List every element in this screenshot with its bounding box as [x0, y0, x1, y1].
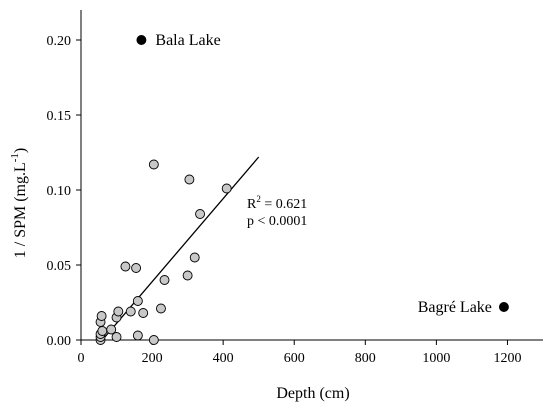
labels: Depth (cm) 1 / SPM (mg.L-1) R2 = 0.621 p… — [9, 148, 350, 402]
points: Bala Lake Bagré Lake — [95, 32, 509, 345]
outlier-point — [498, 302, 509, 312]
x-tick-label: 200 — [142, 351, 163, 366]
data-point — [132, 296, 143, 306]
data-point — [131, 263, 142, 273]
y-tick-label: 0.15 — [47, 109, 72, 124]
y-axis-label: 1 / SPM (mg.L-1) — [9, 148, 29, 259]
axes — [80, 10, 543, 341]
x-tick-label: 1200 — [493, 351, 521, 366]
data-point — [221, 183, 232, 194]
data-point — [113, 306, 124, 317]
data-point — [138, 308, 149, 318]
regression-line-group — [101, 156, 260, 341]
data-point — [106, 324, 117, 335]
y-axis-label-superscript: -1 — [9, 153, 21, 162]
point-label: Bala Lake — [155, 32, 220, 49]
x-tick-label: 800 — [355, 351, 376, 366]
y-axis-label-suffix: ) — [12, 148, 29, 153]
data-point — [195, 209, 206, 219]
x-tick-label: 600 — [284, 351, 305, 366]
y-tick-label: 0.00 — [47, 334, 72, 349]
data-point — [159, 275, 170, 285]
x-axis-label: Depth (cm) — [276, 385, 349, 402]
r-squared-prefix: R — [247, 197, 257, 212]
x-tick-label: 0 — [78, 351, 85, 366]
data-point — [120, 261, 131, 272]
r-squared-annotation: R2 = 0.621 — [247, 194, 307, 212]
data-point — [125, 306, 136, 317]
point-label: Bagré Lake — [418, 299, 492, 316]
r-squared-value: = 0.621 — [261, 197, 307, 212]
ticks: 0 200 400 600 800 1000 1200 0.00 0.05 0.10 0.15 0.2… — [47, 34, 522, 366]
x-tick-label: 400 — [213, 351, 234, 366]
data-point — [132, 330, 143, 341]
outlier-point — [136, 35, 147, 45]
data-point — [156, 303, 166, 314]
data-point — [148, 335, 159, 345]
y-tick-label: 0.20 — [47, 34, 72, 49]
x-tick-label: 1000 — [422, 351, 450, 366]
data-point — [184, 174, 195, 185]
y-axis-label-prefix: 1 / SPM (mg.L — [12, 162, 29, 258]
data-point — [148, 159, 159, 170]
y-tick-label: 0.05 — [47, 259, 72, 274]
y-tick-label: 0.10 — [47, 184, 72, 199]
data-point — [97, 326, 108, 336]
data-point — [189, 252, 200, 263]
data-point — [96, 311, 107, 321]
r-squared-superscript: 2 — [256, 194, 261, 204]
data-point — [111, 332, 122, 342]
p-value-annotation: p < 0.0001 — [247, 214, 307, 229]
regression-line — [101, 156, 260, 341]
data-point — [182, 270, 193, 281]
